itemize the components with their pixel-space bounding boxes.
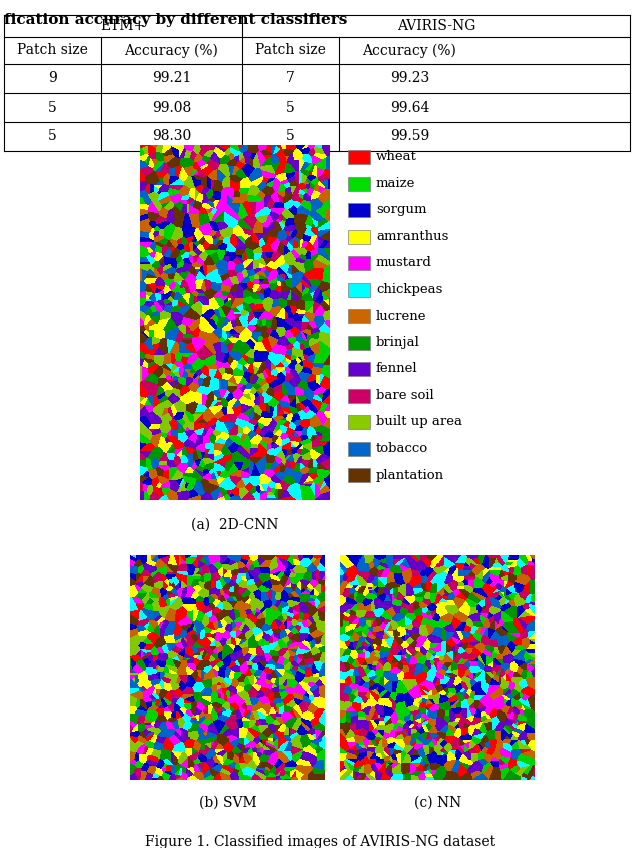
Text: plantation: plantation xyxy=(376,468,444,482)
Text: 5: 5 xyxy=(286,130,295,143)
Text: tobacco: tobacco xyxy=(376,442,428,455)
Text: 98.30: 98.30 xyxy=(152,130,191,143)
Text: Patch size: Patch size xyxy=(255,43,326,58)
Text: bare soil: bare soil xyxy=(376,389,434,402)
Text: amranthus: amranthus xyxy=(376,230,449,243)
Text: Accuracy (%): Accuracy (%) xyxy=(125,43,218,58)
Text: 9: 9 xyxy=(48,71,57,86)
Text: lucrene: lucrene xyxy=(376,310,426,322)
Text: 99.21: 99.21 xyxy=(152,71,191,86)
Text: 7: 7 xyxy=(286,71,295,86)
Text: Accuracy (%): Accuracy (%) xyxy=(362,43,456,58)
Text: built up area: built up area xyxy=(376,416,462,428)
Text: (b) SVM: (b) SVM xyxy=(198,796,256,810)
Text: 5: 5 xyxy=(48,101,57,114)
Text: (a)  2D-CNN: (a) 2D-CNN xyxy=(191,518,279,532)
Text: Patch size: Patch size xyxy=(17,43,88,58)
Text: mustard: mustard xyxy=(376,256,432,270)
Text: sorgum: sorgum xyxy=(376,204,426,216)
Text: brinjal: brinjal xyxy=(376,336,420,349)
Text: 5: 5 xyxy=(286,101,295,114)
Text: (c) NN: (c) NN xyxy=(414,796,461,810)
Text: fennel: fennel xyxy=(376,362,418,376)
Text: 99.64: 99.64 xyxy=(390,101,429,114)
Text: 99.59: 99.59 xyxy=(390,130,429,143)
Text: 99.08: 99.08 xyxy=(152,101,191,114)
Text: 99.23: 99.23 xyxy=(390,71,429,86)
Text: maize: maize xyxy=(376,177,415,190)
Text: ETM+: ETM+ xyxy=(100,19,145,33)
Text: Figure 1. Classified images of AVIRIS-NG dataset: Figure 1. Classified images of AVIRIS-NG… xyxy=(145,835,495,848)
Text: AVIRIS-NG: AVIRIS-NG xyxy=(397,19,475,33)
Text: 5: 5 xyxy=(48,130,57,143)
Text: chickpeas: chickpeas xyxy=(376,283,442,296)
Text: wheat: wheat xyxy=(376,150,417,164)
Text: fication accuracy by different classifiers: fication accuracy by different classifie… xyxy=(4,13,348,27)
